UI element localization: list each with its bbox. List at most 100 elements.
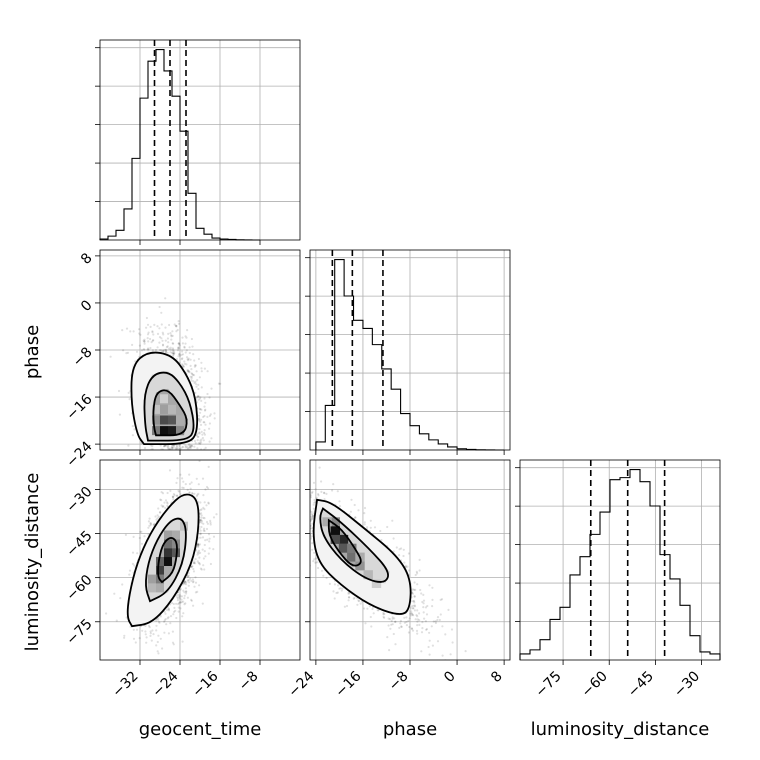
scatter-geocent-time-phase-point (167, 447, 170, 450)
scatter-geocent-time-luminosity-distance-point (157, 652, 160, 655)
scatter-geocent-time-phase-point (170, 478, 172, 480)
scatter-geocent-time-phase-point (173, 468, 175, 470)
scatter-geocent-time-phase-point (182, 474, 184, 476)
scatter-geocent-time-phase-point (170, 351, 173, 354)
scatter-geocent-time-phase-point (118, 413, 121, 416)
panel-scatter-geocent-time-phase: 80−8−16−24 (63, 249, 301, 489)
scatter-geocent-time-phase-point (176, 444, 179, 448)
scatter-phase-luminosity-distance-point (413, 599, 416, 603)
scatter-geocent-time-phase-point (189, 364, 192, 367)
scatter-geocent-time-luminosity-distance-point (123, 666, 125, 668)
scatter-geocent-time-luminosity-distance-point (143, 668, 145, 670)
scatter-geocent-time-luminosity-distance-point (191, 491, 194, 495)
scatter-geocent-time-phase-point (138, 328, 141, 331)
scatter-geocent-time-luminosity-distance-point (123, 661, 125, 663)
scatter-geocent-time-phase-point (161, 475, 163, 477)
scatter-geocent-time-luminosity-distance-point (169, 622, 172, 625)
scatter-geocent-time-luminosity-distance-point (196, 493, 199, 496)
scatter-geocent-time-phase-point (184, 465, 186, 467)
scatter-geocent-time-phase-point (217, 487, 219, 489)
scatter-geocent-time-luminosity-distance-point (203, 508, 206, 511)
scatter-geocent-time-phase-point (201, 433, 204, 436)
scatter-geocent-time-luminosity-distance-point (196, 542, 200, 546)
scatter-geocent-time-luminosity-distance-point (206, 538, 209, 541)
scatter-geocent-time-phase-point (219, 382, 222, 385)
scatter-geocent-time-luminosity-distance-point (172, 643, 175, 646)
scatter-geocent-time-phase-point (197, 387, 200, 391)
scatter-geocent-time-luminosity-distance-point (191, 578, 194, 581)
scatter-geocent-time-phase-point (200, 367, 203, 370)
scatter-geocent-time-luminosity-distance-point (186, 575, 189, 578)
scatter-geocent-time-phase-point (185, 474, 187, 476)
scatter-geocent-time-phase-point (181, 363, 184, 366)
scatter-geocent-time-phase-point (206, 468, 208, 470)
scatter-geocent-time-phase-point (210, 387, 213, 390)
scatter-geocent-time-luminosity-distance-point (190, 481, 193, 484)
scatter-geocent-time-luminosity-distance-point (188, 491, 191, 494)
scatter-geocent-time-phase-point (188, 346, 191, 349)
scatter-geocent-time-phase-point (187, 357, 190, 360)
scatter-geocent-time-phase-point (147, 347, 150, 350)
scatter-phase-luminosity-distance-point (302, 493, 304, 495)
scatter-geocent-time-luminosity-distance-point (149, 523, 152, 526)
scatter-geocent-time-phase-point (161, 455, 163, 457)
scatter-phase-luminosity-distance-point (358, 600, 361, 603)
scatter-geocent-time-phase-point (186, 475, 188, 477)
scatter-geocent-time-phase-point (200, 361, 203, 364)
scatter-geocent-time-luminosity-distance-point (197, 552, 200, 555)
scatter-geocent-time-phase-point (200, 399, 203, 402)
scatter-geocent-time-luminosity-distance-point (198, 556, 201, 559)
scatter-geocent-time-phase-point (201, 455, 203, 457)
scatter-geocent-time-luminosity-distance-point (184, 602, 187, 605)
scatter-geocent-time-phase-point (191, 457, 193, 459)
scatter-geocent-time-phase-point (190, 372, 193, 375)
scatter-phase-luminosity-distance-point (379, 529, 382, 533)
scatter-geocent-time-luminosity-distance-point (145, 641, 148, 644)
scatter-geocent-time-phase-point (190, 444, 193, 447)
scatter-geocent-time-phase-point (189, 446, 193, 449)
scatter-geocent-time-luminosity-distance-point (182, 486, 185, 490)
scatter-geocent-time-phase-ytick-label: 0 (78, 297, 96, 315)
scatter-geocent-time-phase-point (155, 471, 157, 473)
scatter-geocent-time-phase-point (167, 341, 170, 344)
scatter-phase-luminosity-distance-point (298, 506, 300, 508)
scatter-geocent-time-luminosity-distance-point (128, 569, 132, 572)
scatter-geocent-time-phase-point (190, 462, 192, 464)
scatter-geocent-time-phase-point (146, 333, 150, 336)
scatter-geocent-time-phase-point (165, 346, 168, 349)
scatter-geocent-time-phase-point (173, 352, 176, 355)
scatter-geocent-time-phase-point (154, 457, 156, 459)
scatter-geocent-time-phase-point (213, 412, 216, 415)
scatter-geocent-time-phase-point (143, 342, 146, 345)
scatter-geocent-time-luminosity-distance-point (166, 504, 169, 507)
scatter-geocent-time-phase-density-cell (160, 404, 168, 414)
scatter-geocent-time-phase-point (143, 340, 146, 343)
scatter-geocent-time-phase-point (195, 473, 197, 475)
scatter-geocent-time-luminosity-distance-point (121, 583, 124, 586)
scatter-geocent-time-phase-point (172, 348, 175, 351)
scatter-phase-luminosity-distance-point (425, 613, 429, 616)
scatter-geocent-time-luminosity-distance-point (139, 530, 142, 534)
scatter-geocent-time-phase-point (199, 408, 202, 411)
scatter-geocent-time-luminosity-distance-point (209, 521, 212, 524)
scatter-geocent-time-phase-point (167, 485, 169, 487)
scatter-geocent-time-phase-point (182, 365, 185, 368)
scatter-geocent-time-phase-point (208, 414, 211, 417)
scatter-geocent-time-phase-point (161, 471, 163, 473)
scatter-geocent-time-luminosity-distance-point (194, 591, 197, 594)
scatter-geocent-time-phase-point (168, 447, 171, 450)
scatter-geocent-time-phase-point (191, 445, 194, 448)
scatter-geocent-time-luminosity-distance-point (197, 561, 200, 564)
scatter-geocent-time-luminosity-distance-xtick-label: −8 (236, 668, 262, 694)
scatter-geocent-time-luminosity-distance-point (182, 600, 185, 603)
scatter-geocent-time-phase-point (198, 441, 201, 445)
scatter-geocent-time-phase-point (164, 326, 167, 329)
scatter-phase-luminosity-distance-point (416, 609, 419, 612)
scatter-geocent-time-phase-point (198, 451, 200, 453)
scatter-geocent-time-phase-point (171, 447, 174, 450)
scatter-geocent-time-luminosity-distance-point (206, 522, 209, 525)
scatter-geocent-time-luminosity-distance-point (204, 555, 207, 558)
scatter-phase-luminosity-distance-point (411, 592, 414, 595)
scatter-geocent-time-luminosity-distance-point (132, 535, 135, 539)
scatter-geocent-time-phase-point (161, 456, 163, 458)
